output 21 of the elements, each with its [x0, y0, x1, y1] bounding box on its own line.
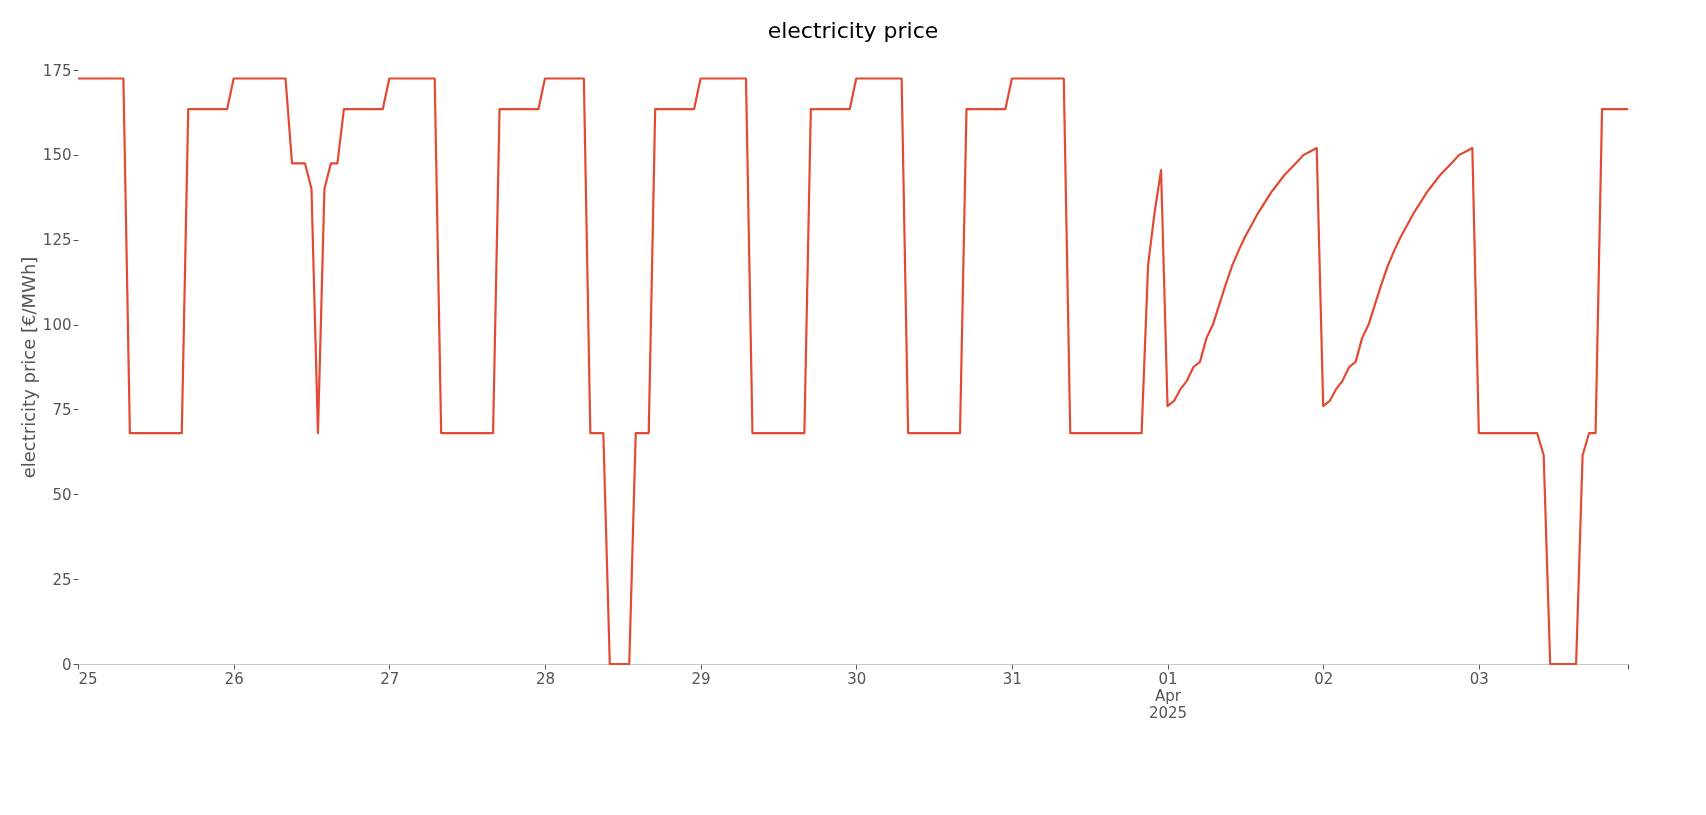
y-tick-label: 125 [42, 231, 72, 250]
y-tick-label: 50 [52, 485, 72, 504]
x-tick-label: 02 [1314, 669, 1334, 688]
x-tick-label: 01 Apr 2025 [1148, 669, 1188, 722]
chart-title: electricity price [767, 18, 939, 43]
x-tick-label: 30 [847, 669, 867, 688]
y-tick-label: 150 [42, 146, 72, 165]
x-tick-label: 28 [535, 669, 555, 688]
y-tick-label: 100 [42, 316, 72, 335]
x-tick-label: 31 [1002, 669, 1022, 688]
y-tick-label: 0 [61, 655, 72, 674]
x-tick-label: 25 [78, 669, 98, 688]
y-axis-title: electricity price [€/MWh] [17, 256, 39, 479]
line-series [76, 77, 1630, 666]
x-tick-label: 03 [1469, 669, 1489, 688]
x-tick-label: 26 [224, 669, 244, 688]
x-tick-label: 27 [380, 669, 400, 688]
y-tick-label: 25 [52, 570, 72, 589]
x-tick-label: 29 [691, 669, 711, 688]
y-tick-label: 75 [52, 400, 72, 419]
y-tick-label: 175 [42, 61, 72, 80]
